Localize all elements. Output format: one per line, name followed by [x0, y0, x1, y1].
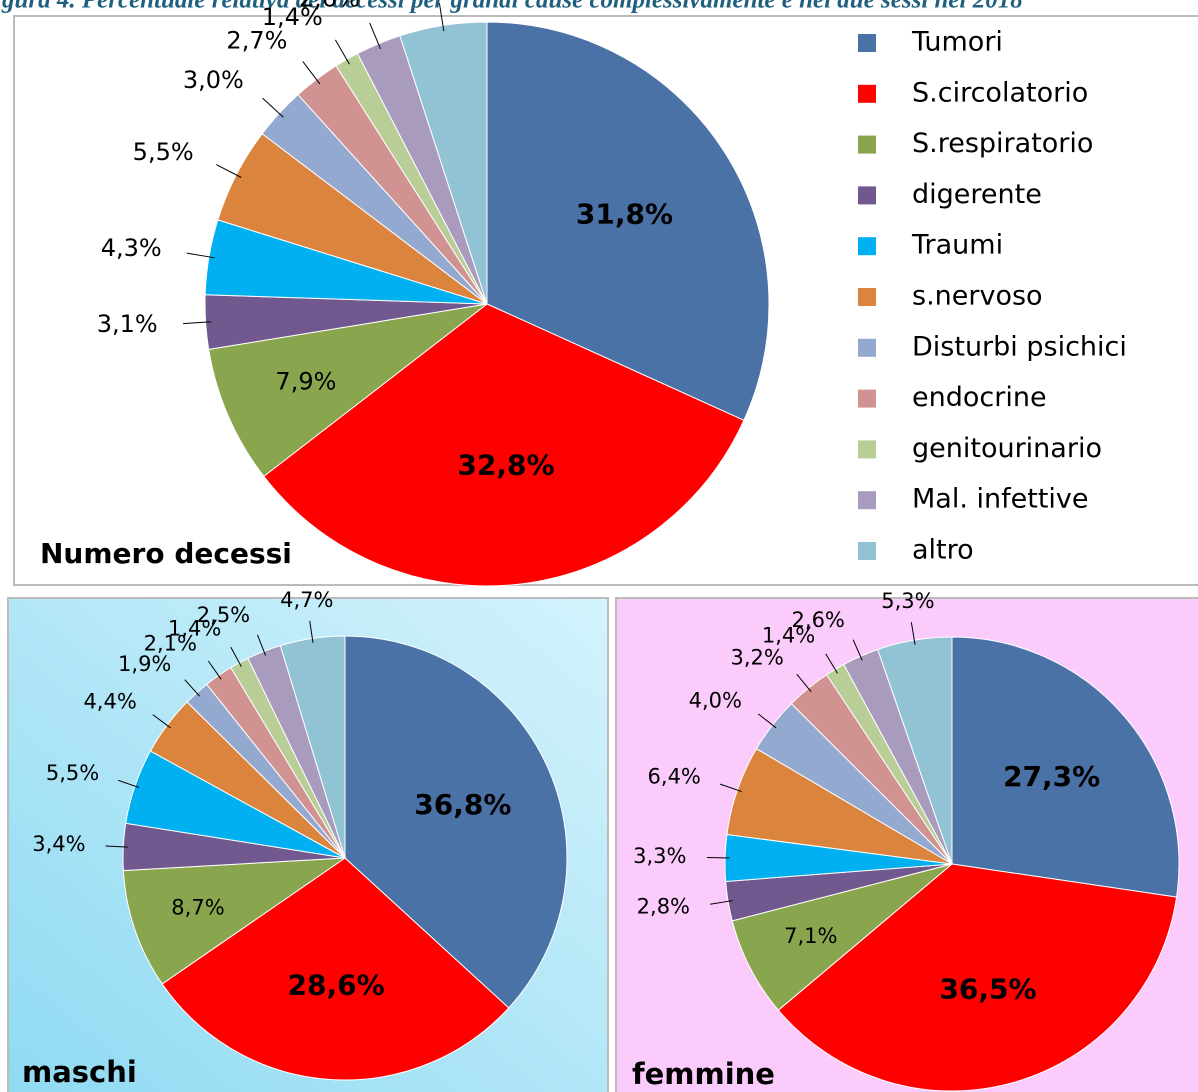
legend-label: Mal. infettive	[912, 484, 1089, 515]
data-label: 3,4%	[32, 832, 85, 856]
data-label: 2,5%	[197, 603, 250, 627]
data-label: 31,8%	[576, 197, 673, 230]
legend-swatch	[858, 186, 876, 205]
chart-title: maschi	[22, 1055, 137, 1089]
data-label: 2,1%	[144, 632, 197, 656]
data-label: 36,5%	[939, 973, 1036, 1006]
data-label: 7,9%	[275, 368, 336, 396]
pie-slice	[951, 636, 1180, 898]
leader-line	[256, 634, 267, 656]
legend-label: Traumi	[911, 230, 1003, 261]
data-label: 2,6%	[792, 608, 845, 632]
data-label: 2,6%	[299, 0, 360, 13]
leader-line	[230, 646, 242, 667]
data-label: 3,2%	[730, 645, 783, 669]
leader-line	[796, 673, 812, 693]
leader-line	[186, 252, 215, 259]
leader-line	[720, 783, 742, 793]
pie-slice	[161, 857, 510, 1081]
data-label: 3,1%	[97, 310, 158, 338]
data-label: 27,3%	[1003, 760, 1100, 793]
chart-title: femmine	[632, 1057, 775, 1091]
leader-line	[152, 714, 171, 729]
pie-slice	[122, 857, 347, 985]
leader-line	[118, 779, 140, 789]
legend-label: Disturbi psichici	[912, 331, 1127, 362]
leader-line	[710, 900, 733, 905]
leader-line	[105, 845, 128, 848]
figure-title: gura 4. Percentuale relativa dei decessi…	[1, 0, 1023, 14]
pie-slice	[263, 303, 745, 587]
legend-label: genitourinario	[912, 433, 1102, 464]
leader-line	[184, 679, 200, 697]
data-label: 2,8%	[637, 895, 690, 919]
legend-label: S.circolatorio	[912, 77, 1088, 108]
leader-line	[309, 620, 314, 643]
data-label: 8,7%	[171, 895, 224, 919]
data-label: 3,3%	[633, 844, 686, 868]
data-label: 5,3%	[881, 589, 934, 613]
leader-line	[706, 856, 730, 859]
legend-swatch	[858, 542, 876, 560]
data-label: 1,4%	[762, 623, 815, 647]
legend-label: altro	[912, 535, 974, 566]
leader-line	[334, 39, 350, 65]
data-label: 5,5%	[133, 138, 194, 166]
leader-line	[757, 713, 777, 729]
data-label: 1,4%	[168, 617, 221, 641]
leader-line	[207, 660, 222, 680]
legend-label: Tumori	[911, 27, 1003, 58]
data-label: 1,4%	[262, 3, 323, 31]
pie-slice	[344, 635, 568, 1009]
pie-slice	[486, 21, 770, 422]
data-label: 32,8%	[457, 448, 554, 481]
leader-line	[302, 61, 321, 85]
data-label: 28,6%	[288, 968, 385, 1001]
data-label: 4,0%	[689, 688, 742, 712]
leader-line	[825, 653, 838, 674]
legend-label: digerente	[912, 179, 1042, 210]
legend-label: S.respiratorio	[912, 128, 1093, 159]
pie-slice	[777, 863, 1178, 1092]
data-label: 36,8%	[414, 788, 511, 821]
legend-swatch	[858, 338, 876, 357]
leader-line	[215, 164, 242, 178]
pie-slice	[731, 863, 953, 1011]
leader-line	[852, 639, 863, 661]
data-label: 2,7%	[226, 26, 287, 54]
data-label: 7,1%	[784, 924, 837, 948]
data-label: 4,3%	[101, 234, 162, 262]
chart-title: Numero decessi	[40, 537, 292, 570]
legend-swatch	[858, 440, 876, 459]
legend-label: s.nervoso	[912, 281, 1043, 312]
leader-line	[910, 622, 916, 645]
pie-slice	[208, 303, 488, 478]
leader-line	[369, 22, 382, 50]
legend-swatch	[858, 389, 876, 408]
data-label: 4,7%	[280, 588, 333, 612]
data-label: 4,4%	[83, 690, 136, 714]
data-label: 6,4%	[648, 764, 701, 788]
leader-line	[262, 97, 284, 118]
data-label: 1,9%	[118, 652, 171, 676]
leader-line	[183, 321, 212, 325]
data-label: 5,5%	[46, 761, 99, 785]
legend-swatch	[858, 288, 876, 306]
legend-swatch	[858, 84, 876, 103]
legend-label: endocrine	[912, 382, 1047, 413]
legend-swatch	[858, 237, 876, 256]
legend-swatch	[858, 34, 876, 52]
legend-swatch	[858, 491, 876, 510]
data-label: 3,0%	[183, 66, 244, 94]
legend-swatch	[858, 135, 876, 154]
leader-line	[438, 3, 445, 32]
